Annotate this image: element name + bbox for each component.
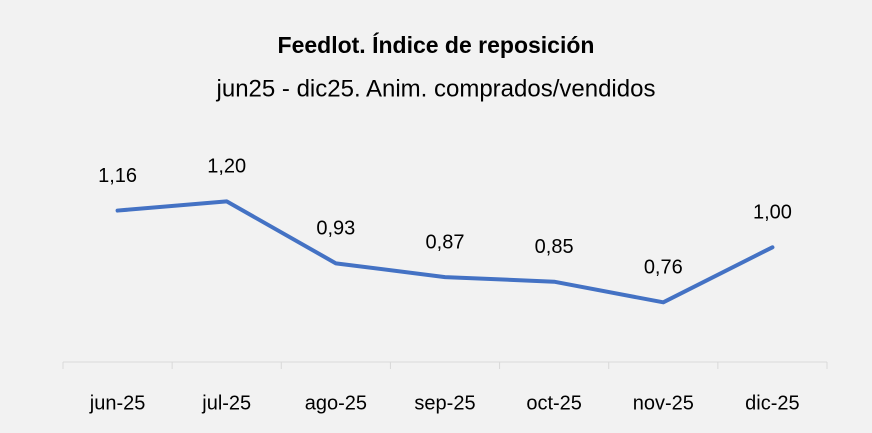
x-tick-label: dic-25 [745,392,799,414]
data-label: 1,16 [98,165,137,187]
data-label: 0,87 [426,231,465,253]
data-label: 0,76 [644,257,683,279]
data-line [115,199,775,305]
x-tick-label: nov-25 [633,392,694,414]
chart-subtitle: jun25 - dic25. Anim. comprados/vendidos [216,75,656,102]
chart-title: Feedlot. Índice de reposición [278,31,595,58]
x-tick-label: ago-25 [305,392,367,414]
data-label: 0,85 [535,236,574,258]
data-label: 1,00 [753,202,792,224]
x-tick-label: oct-25 [526,392,582,414]
x-tick-label: jul-25 [201,392,251,414]
x-tick-label: jun-25 [89,392,146,414]
data-label: 1,20 [207,156,246,178]
x-tick-label: sep-25 [414,392,475,414]
data-label: 0,93 [316,218,355,240]
